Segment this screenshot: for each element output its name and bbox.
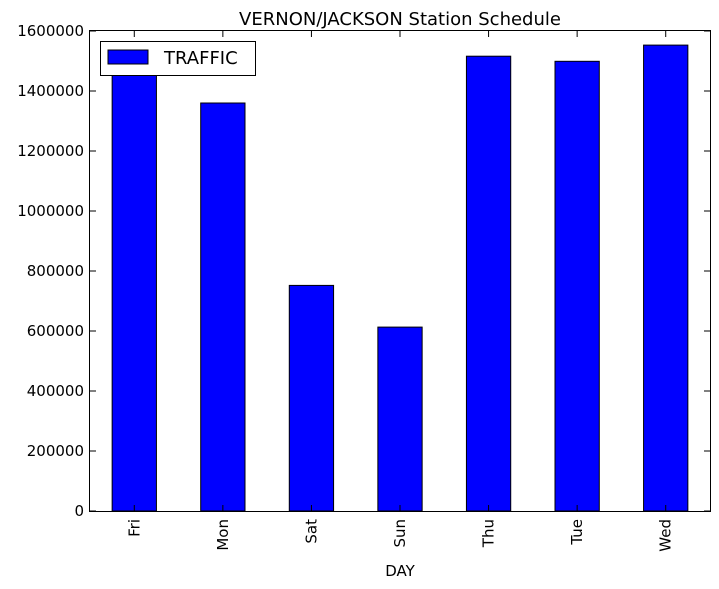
bar-sun (377, 326, 423, 512)
legend-swatch-traffic (107, 49, 149, 65)
plot-frame (89, 30, 711, 512)
x-tick-label: Thu (480, 519, 498, 548)
x-axis-label: DAY (385, 562, 415, 580)
x-tick-label: Sun (391, 519, 409, 548)
bar-tue (554, 60, 600, 512)
y-tick-label: 1000000 (17, 202, 84, 220)
legend-label-traffic: TRAFFIC (163, 48, 238, 69)
x-tick-label: Fri (125, 519, 143, 537)
y-tick-label: 0 (74, 502, 84, 520)
bar-mon (200, 102, 246, 512)
chart-title: VERNON/JACKSON Station Schedule (239, 9, 561, 30)
y-tick-label: 1200000 (17, 142, 84, 160)
bar-sat (288, 284, 335, 512)
bar-wed (643, 44, 689, 512)
x-tick-label: Wed (657, 519, 675, 552)
legend: TRAFFIC (100, 41, 256, 76)
y-tick-label: 800000 (27, 262, 84, 280)
x-tick-label: Mon (214, 519, 232, 551)
ticks-layer: Fri Mon Sat Sun Thu Tue Wed 0 200000 400000 600000… (17, 22, 710, 552)
y-tick-label: 400000 (27, 382, 84, 400)
bar-fri (111, 74, 157, 512)
y-tick-label: 200000 (27, 442, 84, 460)
bars-layer (111, 44, 689, 512)
y-tick-label: 600000 (27, 322, 84, 340)
bar-thu (465, 55, 512, 512)
y-tick-label: 1400000 (17, 82, 84, 100)
x-tick-label: Sat (302, 519, 320, 544)
x-tick-label: Tue (568, 519, 586, 546)
y-tick-label: 1600000 (17, 22, 84, 40)
